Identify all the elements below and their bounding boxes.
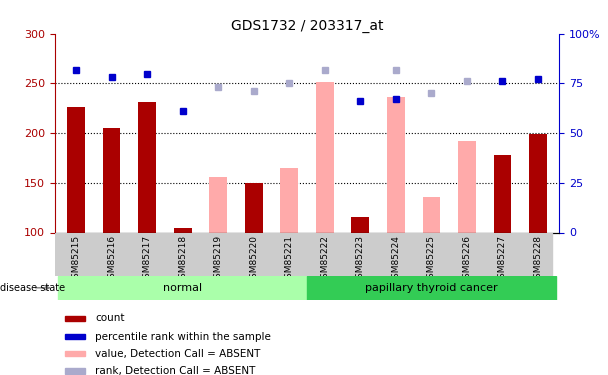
- Text: GSM85215: GSM85215: [72, 235, 80, 284]
- Text: rank, Detection Call = ABSENT: rank, Detection Call = ABSENT: [95, 366, 255, 375]
- Bar: [58, 276, 307, 300]
- Bar: [209, 177, 227, 232]
- Bar: [65, 369, 85, 374]
- Text: normal: normal: [163, 283, 202, 293]
- Bar: [494, 155, 511, 232]
- Bar: [65, 316, 85, 321]
- Text: GSM85223: GSM85223: [356, 235, 365, 284]
- Text: GSM85216: GSM85216: [107, 235, 116, 284]
- Bar: [387, 98, 405, 232]
- Bar: [529, 134, 547, 232]
- Bar: [280, 168, 298, 232]
- Text: GSM85218: GSM85218: [178, 235, 187, 284]
- Bar: [245, 183, 263, 232]
- Text: GSM85224: GSM85224: [392, 235, 401, 284]
- Text: GSM85226: GSM85226: [463, 235, 471, 284]
- Bar: [423, 197, 440, 232]
- Text: GSM85217: GSM85217: [143, 235, 151, 284]
- Bar: [65, 334, 85, 339]
- Text: percentile rank within the sample: percentile rank within the sample: [95, 332, 271, 342]
- Text: GSM85228: GSM85228: [534, 235, 542, 284]
- Bar: [103, 128, 120, 232]
- Text: GSM85219: GSM85219: [213, 235, 223, 284]
- Bar: [138, 102, 156, 232]
- Bar: [458, 141, 476, 232]
- Text: GSM85227: GSM85227: [498, 235, 507, 284]
- Bar: [316, 82, 334, 232]
- Title: GDS1732 / 203317_at: GDS1732 / 203317_at: [231, 19, 383, 33]
- Text: GSM85222: GSM85222: [320, 235, 330, 284]
- Text: count: count: [95, 313, 125, 323]
- Text: GSM85220: GSM85220: [249, 235, 258, 284]
- Bar: [65, 351, 85, 357]
- Text: GSM85225: GSM85225: [427, 235, 436, 284]
- Bar: [67, 107, 85, 232]
- Bar: [351, 217, 369, 232]
- Bar: [174, 228, 192, 232]
- Text: disease state: disease state: [0, 283, 65, 293]
- Bar: [307, 276, 556, 300]
- Text: papillary thyroid cancer: papillary thyroid cancer: [365, 283, 498, 293]
- Text: GSM85221: GSM85221: [285, 235, 294, 284]
- Text: value, Detection Call = ABSENT: value, Detection Call = ABSENT: [95, 349, 260, 358]
